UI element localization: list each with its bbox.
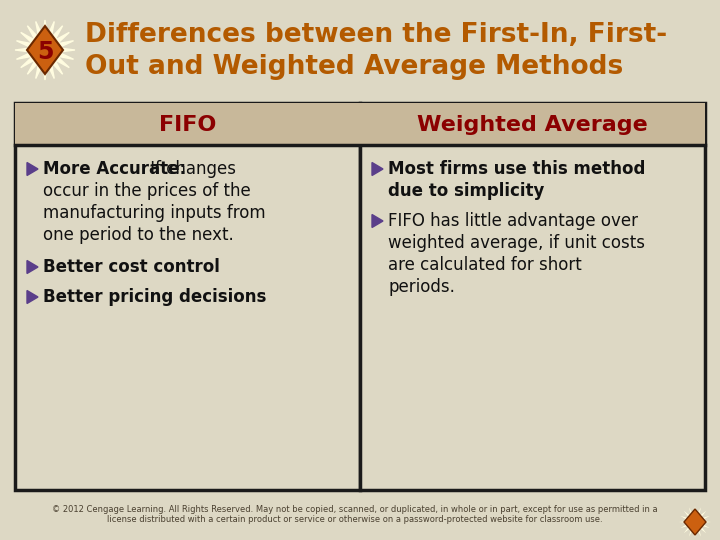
Text: 5: 5 (37, 40, 53, 64)
Text: manufacturing inputs from: manufacturing inputs from (43, 204, 266, 222)
Polygon shape (15, 20, 75, 80)
Text: occur in the prices of the: occur in the prices of the (43, 182, 251, 200)
Text: Most firms use this method: Most firms use this method (388, 160, 645, 178)
Polygon shape (679, 506, 711, 538)
Polygon shape (27, 163, 38, 176)
Polygon shape (27, 291, 38, 303)
Polygon shape (372, 214, 383, 227)
Text: .: . (498, 182, 503, 200)
Text: weighted average, if unit costs: weighted average, if unit costs (388, 234, 645, 252)
Text: More Accurate:: More Accurate: (43, 160, 186, 178)
Polygon shape (27, 26, 63, 74)
Text: are calculated for short: are calculated for short (388, 256, 582, 274)
Polygon shape (684, 509, 706, 535)
Text: FIFO has little advantage over: FIFO has little advantage over (388, 212, 638, 230)
Bar (360, 103, 705, 145)
Text: periods.: periods. (388, 278, 455, 296)
Polygon shape (27, 260, 38, 273)
Text: one period to the next.: one period to the next. (43, 226, 234, 244)
Text: due to simplicity: due to simplicity (388, 182, 544, 200)
Bar (360, 103, 705, 490)
Text: FIFO: FIFO (159, 115, 216, 135)
Text: Better cost control: Better cost control (43, 258, 220, 276)
Text: © 2012 Cengage Learning. All Rights Reserved. May not be copied, scanned, or dup: © 2012 Cengage Learning. All Rights Rese… (52, 505, 658, 524)
Text: Better pricing decisions: Better pricing decisions (43, 288, 266, 306)
Bar (15, 103, 360, 490)
Text: Weighted Average: Weighted Average (417, 115, 648, 135)
Text: Differences between the First-In, First-: Differences between the First-In, First- (85, 22, 667, 48)
Polygon shape (372, 163, 383, 176)
Text: If changes: If changes (145, 160, 236, 178)
Bar (15, 103, 360, 145)
Text: Out and Weighted Average Methods: Out and Weighted Average Methods (85, 54, 624, 80)
